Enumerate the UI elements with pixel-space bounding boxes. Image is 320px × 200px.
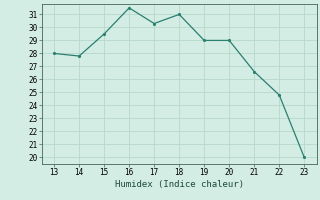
X-axis label: Humidex (Indice chaleur): Humidex (Indice chaleur): [115, 180, 244, 189]
